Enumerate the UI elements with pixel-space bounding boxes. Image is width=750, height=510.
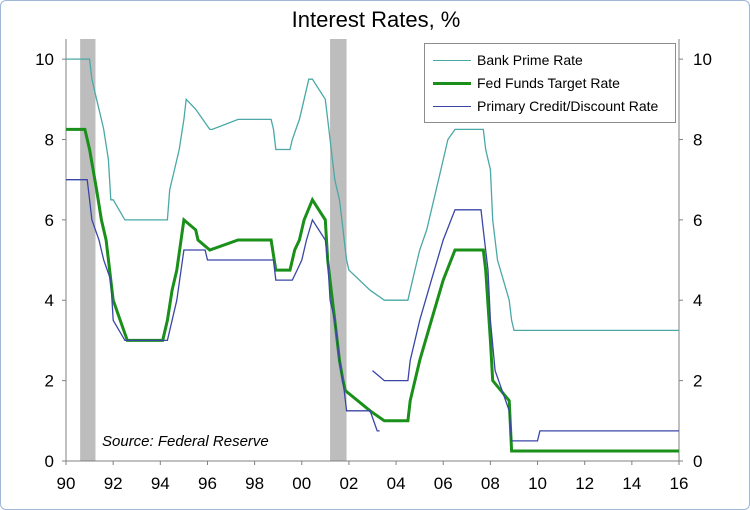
source-annotation: Source: Federal Reserve	[102, 433, 269, 450]
legend-swatch-discount-rate	[433, 106, 471, 107]
recession-band-1	[80, 39, 96, 461]
x-tick-label-10: 10	[528, 474, 547, 493]
y-tick-label-left-8: 8	[45, 130, 54, 149]
y-tick-label-right-2: 2	[693, 372, 702, 391]
y-tick-label-right-8: 8	[693, 130, 702, 149]
y-tick-label-right-10: 10	[693, 50, 712, 69]
legend-label-fed-funds: Fed Funds Target Rate	[477, 75, 620, 91]
legend-item-bank-prime: Bank Prime Rate	[425, 51, 675, 71]
y-tick-label-right-4: 4	[693, 291, 702, 310]
x-tick-label-04: 04	[387, 474, 406, 493]
y-tick-label-left-4: 4	[45, 291, 54, 310]
series-line-3	[66, 179, 679, 442]
x-tick-label-12: 12	[575, 474, 594, 493]
y-tick-label-left-2: 2	[45, 372, 54, 391]
y-tick-label-right-0: 0	[693, 452, 702, 471]
recession-band-2	[330, 39, 347, 461]
legend: Bank Prime Rate Fed Funds Target Rate Pr…	[424, 43, 676, 123]
y-tick-label-left-6: 6	[45, 211, 54, 230]
x-tick-label-96: 96	[198, 474, 217, 493]
legend-label-discount-rate: Primary Credit/Discount Rate	[477, 98, 659, 114]
legend-swatch-bank-prime	[433, 60, 471, 61]
x-tick-label-00: 00	[292, 474, 311, 493]
legend-item-fed-funds: Fed Funds Target Rate	[425, 74, 675, 94]
x-tick-label-94: 94	[151, 474, 170, 493]
x-tick-label-90: 90	[57, 474, 76, 493]
x-tick-label-92: 92	[104, 474, 123, 493]
legend-swatch-fed-funds	[433, 82, 471, 85]
series-line-1	[66, 58, 679, 332]
x-tick-label-08: 08	[481, 474, 500, 493]
legend-label-bank-prime: Bank Prime Rate	[477, 52, 583, 68]
y-tick-label-right-6: 6	[693, 211, 702, 230]
y-tick-label-left-0: 0	[45, 452, 54, 471]
legend-item-discount-rate: Primary Credit/Discount Rate	[425, 97, 675, 117]
y-tick-label-left-10: 10	[35, 50, 54, 69]
x-tick-label-98: 98	[245, 474, 264, 493]
x-tick-label-14: 14	[622, 474, 641, 493]
x-tick-label-02: 02	[339, 474, 358, 493]
x-tick-label-06: 06	[434, 474, 453, 493]
chart-title: Interest Rates, %	[291, 7, 461, 32]
x-tick-label-16: 16	[670, 474, 689, 493]
series-line-2	[66, 127, 679, 453]
